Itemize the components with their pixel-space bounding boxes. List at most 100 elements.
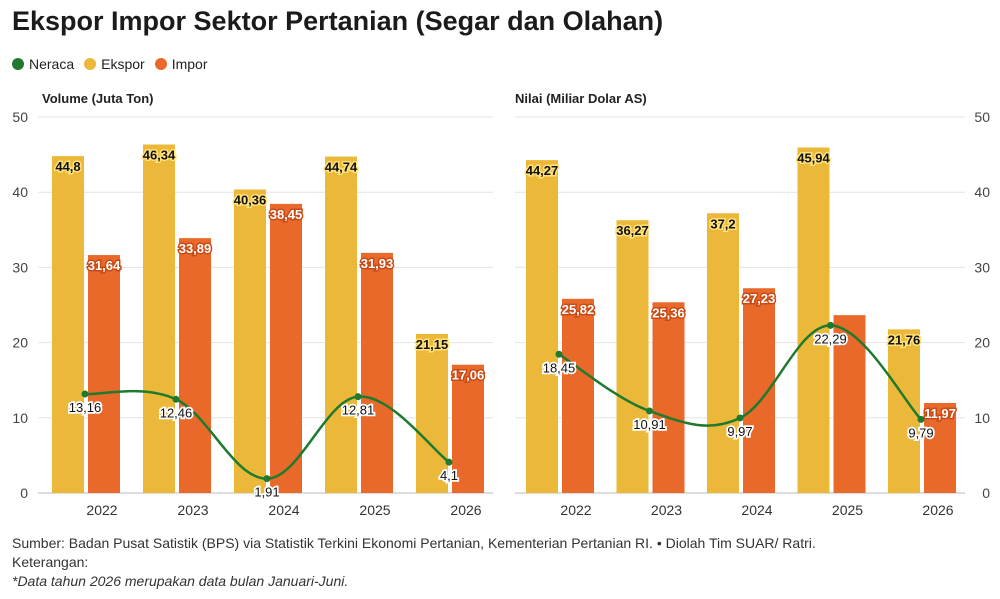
panel-0-x-tick-label: 2024: [268, 502, 299, 518]
panel-0-x-tick-label: 2022: [86, 502, 117, 518]
panel-0-point-neraca: [81, 390, 89, 398]
panel-0-y-tick-label: 20: [12, 335, 28, 351]
panel-1-label-neraca: 9,97: [727, 424, 752, 439]
legend-item-neraca: Neraca: [12, 56, 74, 72]
panel-0-label-ekspor: 21,15: [416, 337, 449, 352]
panel-1-y-tick-label: 30: [974, 259, 990, 275]
panel-1-label-neraca: 22,29: [814, 331, 847, 346]
panel-1-point-neraca: [646, 407, 653, 415]
panel-0-point-neraca: [172, 395, 180, 403]
panel-1-line-neraca: [558, 324, 922, 427]
panel-1-label-ekspor: 21,76: [888, 332, 921, 347]
panel-0-bar-impor: [88, 255, 120, 493]
legend-label-ekspor: Ekspor: [101, 56, 145, 72]
chart-canvas: Volume (Juta Ton) 0 10 20 30 40 50 2022 2023 2024…: [12, 91, 990, 518]
keterangan-text: Keterangan:: [12, 554, 89, 570]
panel-1-y-tick-label: 0: [982, 485, 990, 501]
panel-0-bar-ekspor: [234, 189, 266, 493]
panel-0-label-impor: 31,64: [88, 258, 121, 273]
panel-0-point-neraca: [445, 458, 453, 466]
panel-1-y-tick-label: 10: [974, 410, 990, 426]
panel-1-point-neraca: [555, 350, 563, 358]
panel-0-label-impor: 33,89: [179, 241, 212, 256]
panel-1-point-neraca: [736, 414, 744, 422]
legend-swatch-impor: [154, 58, 167, 70]
panel-0-label-impor: 38,45: [270, 207, 303, 222]
panel-1-bar-impor: [743, 288, 775, 493]
footnote-text: *Data tahun 2026 merupakan data bulan Ja…: [12, 573, 349, 589]
panel-1-bar-ekspor: [797, 147, 830, 494]
panel-0-point-neraca: [354, 393, 362, 401]
panel-1-label-impor: 27,23: [743, 291, 776, 306]
panel-1-title: Nilai (Miliar Dolar AS): [515, 91, 647, 106]
source-text: Sumber: Badan Pusat Satistik (BPS) via S…: [12, 535, 816, 551]
panel-0-bar-ekspor: [52, 156, 84, 493]
panel-1-bar-impor: [562, 298, 594, 493]
panel-1-x-tick-label: 2026: [922, 502, 953, 518]
panel-0-bar-impor: [452, 364, 484, 493]
panel-0-label-ekspor: 44,74: [325, 160, 358, 175]
panel-0-label-neraca: 1,91: [254, 485, 279, 500]
legend-swatch-neraca: [12, 58, 24, 70]
panel-1-label-neraca: 18,45: [543, 360, 576, 375]
panel-0-bar-impor: [361, 252, 393, 493]
panel-1-bar-ekspor: [707, 213, 739, 494]
panel-1-x-tick-label: 2022: [560, 502, 591, 518]
panel-0-label-ekspor: 46,34: [143, 148, 176, 163]
chart-title: Ekspor Impor Sektor Pertanian (Segar dan…: [12, 6, 664, 36]
panel-0-bar-ekspor: [143, 144, 175, 493]
panel-1-label-impor: 25,82: [562, 302, 595, 317]
legend-item-ekspor: Ekspor: [84, 56, 145, 72]
panel-1-bar-impor: [652, 302, 685, 493]
legend: Neraca Ekspor Impor: [12, 56, 208, 72]
panel-1-y-tick-label: 40: [974, 184, 990, 200]
panel-0-label-neraca: 12,46: [160, 405, 193, 420]
panel-0-x-tick-label: 2026: [450, 502, 481, 518]
legend-label-neraca: Neraca: [29, 56, 75, 72]
panel-1-y-tick-label: 50: [974, 109, 990, 125]
panel-0-bar-impor: [270, 203, 302, 493]
panel-1-label-neraca: 10,91: [633, 417, 666, 432]
panel-0-label-neraca: 13,16: [69, 400, 102, 415]
panel-1-x-tick-label: 2025: [832, 502, 863, 518]
panel-1-bar-ekspor: [616, 220, 649, 493]
panel-1-bar-impor: [924, 402, 956, 493]
panel-0-y-tick-label: 40: [12, 184, 28, 200]
panel-0-label-ekspor: 44,8: [55, 159, 80, 174]
panel-0-y-tick-label: 50: [12, 109, 28, 125]
panel-1-label-ekspor: 44,27: [526, 163, 559, 178]
legend-item-impor: Impor: [154, 56, 208, 72]
footer: Sumber: Badan Pusat Satistik (BPS) via S…: [12, 534, 816, 591]
panel-0-label-impor: 17,06: [452, 368, 485, 383]
panel-0-bar-impor: [179, 238, 211, 493]
panel-1-bar-ekspor: [526, 160, 558, 493]
panel-1-label-impor: 25,36: [652, 305, 685, 320]
panel-1-bar-impor: [833, 315, 866, 493]
panel-1-label-ekspor: 45,94: [797, 151, 830, 166]
panel-0-label-ekspor: 40,36: [234, 192, 267, 207]
panel-1-label-ekspor: 36,27: [616, 223, 649, 238]
panel-0-bar-ekspor: [325, 156, 357, 493]
panel-1-label-impor: 11,97: [924, 406, 956, 421]
panel-1-point-neraca: [917, 415, 925, 423]
panel-1-label-neraca: 9,79: [908, 425, 933, 440]
panel-0-y-tick-label: 10: [12, 410, 28, 426]
panel-0-label-neraca: 4,1: [440, 468, 458, 483]
panel-0-point-neraca: [263, 475, 271, 483]
legend-swatch-ekspor: [84, 58, 97, 70]
panel-0-line-neraca: [84, 389, 450, 480]
panel-1-y-tick-label: 20: [974, 335, 990, 351]
panel-1-label-ekspor: 37,2: [710, 216, 735, 231]
legend-label-impor: Impor: [171, 56, 208, 72]
panel-1-x-tick-label: 2024: [741, 502, 772, 518]
panel-1-x-tick-label: 2023: [651, 502, 682, 518]
panel-0-title: Volume (Juta Ton): [42, 91, 153, 106]
panel-0-x-tick-label: 2025: [359, 502, 390, 518]
panel-0-bar-ekspor: [416, 333, 448, 493]
panel-0-label-neraca: 12,81: [342, 403, 375, 418]
panel-0-y-tick-label: 0: [20, 485, 28, 501]
panel-1-point-neraca: [827, 321, 834, 329]
panel-0-label-impor: 31,93: [361, 256, 394, 271]
panel-0-y-tick-label: 30: [12, 259, 28, 275]
panel-0-x-tick-label: 2023: [177, 502, 208, 518]
